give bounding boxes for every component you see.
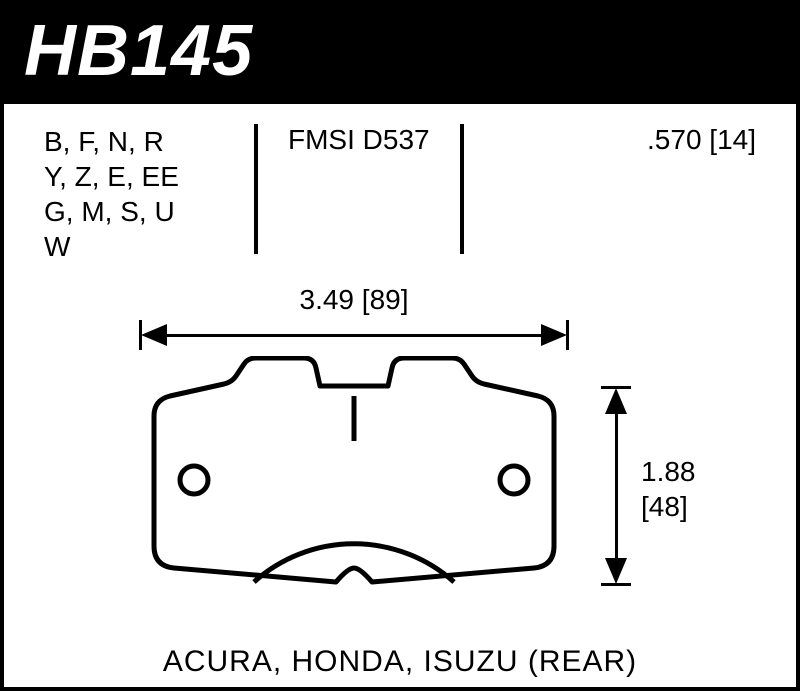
codes-line: B, F, N, R [44, 124, 254, 159]
fmsi-code: FMSI D537 [288, 124, 430, 156]
height-dimension: 1.88 [48] [601, 386, 741, 586]
rivet-hole [500, 466, 528, 494]
brake-pad-outline [124, 356, 584, 596]
width-arrow-line [139, 320, 569, 350]
vertical-divider [460, 124, 464, 254]
codes-line: G, M, S, U [44, 194, 254, 229]
codes-line: W [44, 229, 254, 264]
pad-outline-path [154, 358, 554, 582]
spec-card: HB145 B, F, N, R Y, Z, E, EE G, M, S, U … [0, 0, 800, 691]
application-text: ACURA, HONDA, ISUZU (REAR) [4, 645, 796, 679]
arrow-down-icon [605, 558, 627, 584]
codes-line: Y, Z, E, EE [44, 159, 254, 194]
height-arrow-line [601, 386, 631, 586]
rivet-hole [180, 466, 208, 494]
thickness-value: .570 [14] [647, 124, 766, 156]
width-label: 3.49 [89] [139, 284, 569, 316]
header-bar: HB145 [4, 4, 796, 104]
part-number: HB145 [24, 11, 253, 91]
arrow-right-icon [541, 324, 567, 346]
height-label: 1.88 [48] [641, 454, 696, 524]
width-dimension: 3.49 [89] [139, 284, 569, 350]
compound-codes: B, F, N, R Y, Z, E, EE G, M, S, U W [44, 124, 254, 264]
info-row: B, F, N, R Y, Z, E, EE G, M, S, U W FMSI… [4, 104, 796, 264]
diagram-area: 3.49 [89] [4, 284, 796, 627]
vertical-divider [254, 124, 258, 254]
